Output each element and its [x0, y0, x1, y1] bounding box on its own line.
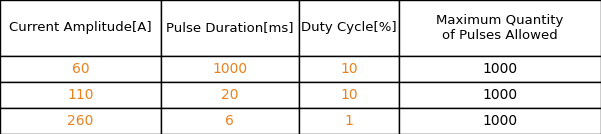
Text: 6: 6 — [225, 114, 234, 128]
Text: Duty Cycle[%]: Duty Cycle[%] — [301, 21, 397, 34]
Text: 1000: 1000 — [483, 114, 517, 128]
Text: 1000: 1000 — [483, 62, 517, 76]
Text: Pulse Duration[ms]: Pulse Duration[ms] — [166, 21, 294, 34]
Text: 1000: 1000 — [212, 62, 248, 76]
Bar — [0, 82, 161, 108]
Bar — [399, 82, 601, 108]
Bar — [399, 0, 601, 56]
Text: 1000: 1000 — [483, 88, 517, 102]
Text: Current Amplitude[A]: Current Amplitude[A] — [9, 21, 152, 34]
Text: 10: 10 — [340, 88, 358, 102]
Bar — [161, 56, 299, 82]
Bar — [299, 108, 399, 134]
Bar — [299, 56, 399, 82]
Bar — [299, 82, 399, 108]
Bar — [0, 56, 161, 82]
Text: 1: 1 — [344, 114, 353, 128]
Text: Maximum Quantity
of Pulses Allowed: Maximum Quantity of Pulses Allowed — [436, 14, 564, 42]
Text: 260: 260 — [67, 114, 94, 128]
Bar — [0, 0, 161, 56]
Bar — [399, 108, 601, 134]
Bar — [0, 108, 161, 134]
Text: 60: 60 — [72, 62, 90, 76]
Bar — [299, 0, 399, 56]
Text: 110: 110 — [67, 88, 94, 102]
Text: 20: 20 — [221, 88, 239, 102]
Bar — [161, 108, 299, 134]
Bar — [399, 56, 601, 82]
Bar — [161, 0, 299, 56]
Bar — [161, 82, 299, 108]
Text: 10: 10 — [340, 62, 358, 76]
